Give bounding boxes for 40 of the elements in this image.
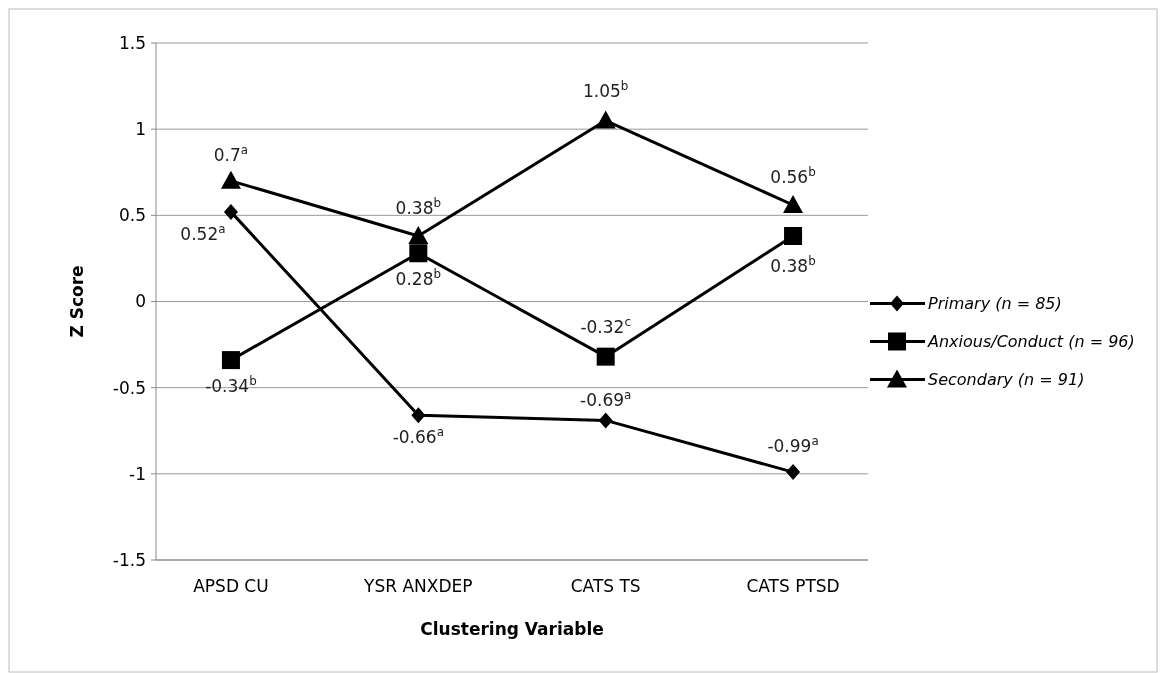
point [598,412,613,429]
point [786,464,801,481]
legend-label: Anxious/Conduct (n = 96) [927,332,1135,352]
x-axis-title: Clustering Variable [420,619,604,639]
x-tick-label: YSR ANXDEP [363,576,473,596]
data-label: 0.7$^{a}$ [213,142,249,165]
data-label: -0.66$^{a}$ [392,425,444,448]
point [411,407,426,424]
y-tick-label: 1 [135,119,146,140]
point [596,347,615,366]
y-tick-label: 0 [135,291,146,312]
data-label: 0.38$^{b}$ [770,254,816,277]
data-label: 0.28$^{b}$ [395,267,442,290]
point [784,227,803,246]
y-tick-label: 0.5 [118,205,146,226]
point [595,110,616,129]
data-label: 1.05$^{b}$ [582,78,629,101]
data-label: -0.99$^{a}$ [767,434,819,457]
y-tick-label: -0.5 [112,377,146,398]
y-tick-label: -1 [129,463,146,484]
y-axis-title: Z Score [67,265,87,338]
point [408,226,429,245]
y-tick-label: -1.5 [112,549,146,570]
point [223,203,238,220]
data-label: 0.38$^{b}$ [395,196,442,219]
point [783,194,804,213]
x-tick-label: CATS PTSD [746,576,840,596]
data-label: -0.69$^{a}$ [580,388,632,411]
point [220,170,241,189]
data-label: 0.52$^{a}$ [180,221,226,244]
x-tick-label: APSD CU [193,576,269,596]
point [409,244,428,263]
data-label: -0.32$^{c}$ [580,314,631,337]
x-tick-label: CATS TS [570,576,641,596]
y-tick-label: 1.5 [118,32,146,53]
point [221,351,240,370]
data-label: -0.34$^{b}$ [205,374,257,397]
legend-label: Primary (n = 85) [928,294,1062,314]
legend-label: Secondary (n = 91) [928,370,1085,390]
data-label: 0.56$^{b}$ [770,164,816,187]
